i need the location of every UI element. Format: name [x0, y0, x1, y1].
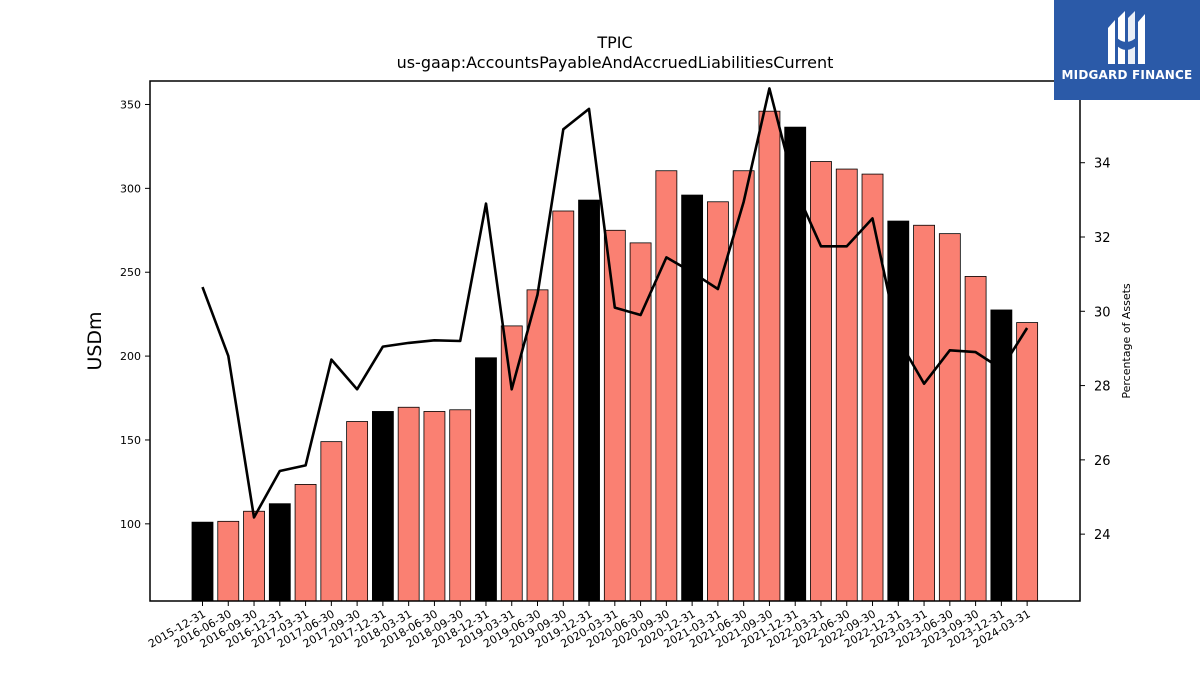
bar-2019-12-31 [578, 199, 600, 602]
y2-tick-label: 30 [1094, 305, 1111, 320]
bar-2023-03-31 [913, 224, 935, 602]
bar-2020-03-31 [603, 229, 626, 602]
bar-2015-12-31 [191, 521, 214, 602]
bar-2018-09-30 [449, 409, 472, 602]
y2-tick-label: 28 [1094, 380, 1111, 395]
y-axis-label: USDm [84, 311, 106, 370]
y-tick-label: 200 [120, 350, 141, 363]
bar-2021-12-31 [784, 126, 807, 602]
bar-2018-12-31 [475, 357, 497, 602]
bar-2022-12-31 [887, 220, 910, 602]
x-axis: 2015-12-312016-06-302016-09-302016-12-31… [146, 601, 1033, 651]
bar-2017-12-31 [371, 411, 394, 602]
bar-2016-06-30 [217, 520, 240, 602]
y-tick-label: 100 [120, 518, 141, 531]
y-tick-label: 350 [120, 98, 141, 111]
line-layer [201, 87, 1029, 519]
bar-2019-09-30 [552, 210, 575, 602]
bar-2021-06-30 [732, 170, 755, 602]
midgard-finance-logo: MIDGARD FINANCE [1054, 0, 1200, 100]
y-tick-label: 250 [120, 266, 141, 279]
bar-2023-06-30 [938, 233, 961, 602]
bar-2018-03-31 [397, 406, 420, 602]
bar-2020-09-30 [655, 170, 678, 602]
left-axis: 100 150 200 250 300 350 [120, 98, 150, 531]
bar-2023-12-31 [990, 309, 1013, 602]
bar-2018-06-30 [423, 411, 446, 602]
bar-2024-03-31 [1016, 322, 1039, 602]
bar-2017-09-30 [346, 421, 369, 602]
bar-2017-03-31 [294, 484, 317, 602]
bar-2016-09-30 [243, 510, 265, 602]
bar-2022-06-30 [835, 168, 858, 602]
y2-axis-label: Percentage of Assets [1120, 283, 1133, 399]
midgard-logo-icon [1108, 11, 1145, 64]
bar-2019-06-30 [526, 289, 549, 602]
logo-text: MIDGARD FINANCE [1061, 68, 1193, 82]
y-tick-label: 300 [120, 182, 141, 195]
y-tick-label: 150 [120, 434, 141, 447]
y2-tick-label: 26 [1094, 454, 1111, 469]
chart-title: TPIC [596, 33, 632, 52]
y2-tick-label: 24 [1094, 528, 1111, 543]
y2-tick-label: 34 [1094, 157, 1111, 172]
bar-2017-06-30 [320, 441, 343, 602]
bar-2021-09-30 [758, 110, 781, 602]
bar-2016-12-31 [268, 503, 291, 602]
right-axis: 24262830323436 [1080, 82, 1111, 543]
bars-layer [191, 110, 1039, 602]
bar-2022-09-30 [861, 173, 884, 602]
bar-2019-03-31 [500, 325, 523, 602]
bar-2020-12-31 [681, 194, 704, 602]
y2-tick-label: 32 [1094, 231, 1111, 246]
percentage-of-assets-line [201, 87, 1029, 519]
bar-2023-09-30 [964, 276, 987, 602]
chart-subtitle: us-gaap:AccountsPayableAndAccruedLiabili… [397, 53, 834, 72]
